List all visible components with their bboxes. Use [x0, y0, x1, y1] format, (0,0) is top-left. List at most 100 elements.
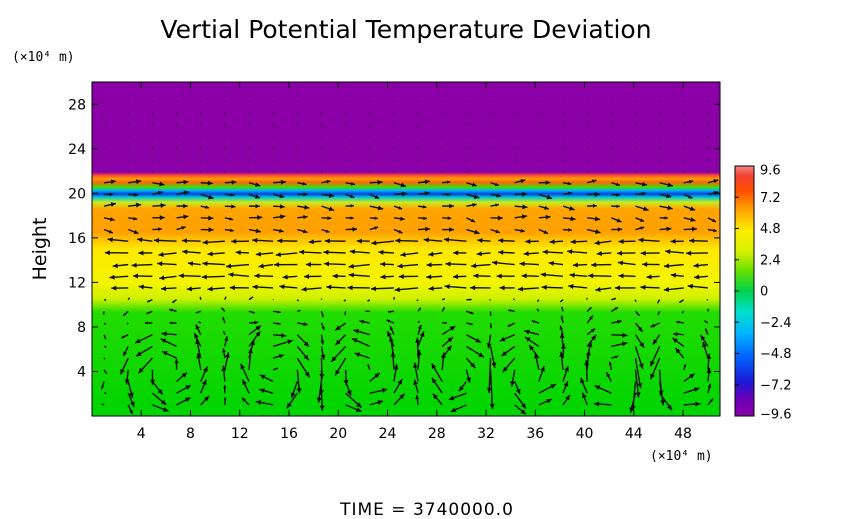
wind-vector-head [616, 193, 621, 197]
x-tick-label: 28 [428, 426, 446, 442]
wind-vector-head [103, 313, 105, 315]
wind-vector-head [545, 214, 551, 220]
wind-vector-head [302, 229, 308, 234]
y-tick-label: 8 [77, 320, 86, 336]
x-tick-label: 12 [231, 426, 249, 442]
wind-vector-head [187, 261, 194, 267]
wind-vector-head [172, 300, 175, 303]
wind-vector-head [255, 203, 260, 209]
wind-vector-head [344, 313, 346, 316]
wind-vector-head [350, 181, 355, 186]
wind-vector-head [446, 345, 452, 352]
wind-vector-head [707, 383, 712, 389]
wind-vector-head [222, 348, 226, 353]
wind-vector-head [413, 379, 419, 386]
wind-vector-head [638, 237, 644, 243]
wind-vector [126, 322, 129, 325]
wind-vector-head [183, 190, 190, 196]
wind-vector-head [308, 239, 314, 245]
wind-vector-head [608, 361, 612, 366]
wind-vector-head [303, 192, 308, 197]
wind-vector-head [131, 262, 137, 268]
wind-vector-head [664, 263, 670, 269]
wind-vector-head [470, 285, 476, 291]
wind-vector-head [689, 206, 696, 211]
wind-vector-head [542, 249, 548, 255]
wind-vector-head [305, 262, 311, 268]
wind-vector-head [683, 364, 687, 367]
wind-vector-head [640, 226, 645, 230]
wind-vector-head [689, 179, 694, 184]
wind-vector-head [524, 329, 530, 335]
wind-vector-head [442, 307, 445, 310]
wind-vector-head [387, 331, 392, 337]
wind-vector-head [395, 238, 401, 244]
wind-vector [488, 358, 492, 393]
wind-vector-head [540, 366, 545, 372]
wind-vector-head [497, 215, 503, 221]
wind-vector-head [478, 352, 484, 358]
wind-vector-head [316, 397, 322, 403]
wind-vector-head [640, 250, 646, 256]
wind-vector-head [525, 238, 531, 244]
plot-frame [91, 81, 721, 417]
wind-vector-head [112, 263, 118, 269]
wind-vector-head [448, 395, 455, 401]
wind-vector-head [423, 216, 428, 221]
wind-vector-head [515, 388, 521, 395]
wind-vector-head [523, 251, 529, 257]
wind-vector-head [496, 193, 502, 198]
wind-vector-head [328, 193, 335, 199]
wind-vector-head [128, 392, 134, 398]
wind-vector-head [254, 194, 261, 199]
wind-vector-head [563, 381, 569, 387]
wind-vector-head [657, 313, 660, 316]
wind-vector [634, 357, 642, 389]
wind-vector-head [120, 368, 125, 375]
wind-vector-head [444, 321, 447, 324]
wind-vector-head [679, 300, 682, 303]
wind-vector-head [359, 319, 364, 324]
wind-vector-head [637, 382, 643, 389]
wind-vector-head [186, 286, 192, 292]
wind-vector-head [354, 352, 361, 358]
wind-vector [296, 299, 300, 302]
wind-vector-head [255, 331, 261, 337]
colorbar-tick-label: −4.8 [760, 347, 792, 362]
wind-vector-head [673, 332, 678, 337]
wind-vector-head [208, 227, 214, 233]
wind-vector-head [664, 216, 668, 220]
wind-vector-head [381, 387, 388, 393]
wind-vector-head [356, 402, 362, 408]
wind-vector-head [104, 337, 107, 340]
wind-vector-head [303, 215, 308, 220]
wind-vector-head [121, 335, 125, 339]
wind-vector-head [181, 238, 188, 244]
wind-vector-head [224, 352, 230, 358]
wind-vector-head [183, 214, 189, 220]
wind-vector-head [240, 363, 246, 370]
wind-vector-head [621, 341, 628, 347]
wind-vector-head [374, 216, 378, 220]
wind-vector-head [123, 351, 128, 357]
wind-vector-head [138, 284, 144, 290]
wind-vector-head [259, 388, 265, 394]
wind-vector-head [207, 180, 213, 186]
wind-vector-head [499, 336, 506, 342]
x-axis: 4 8 12 16 20 24 28 32 36 40 44 48 [137, 82, 692, 442]
wind-vector-head [301, 286, 307, 292]
wind-vector-head [133, 216, 138, 221]
wind-vector-head [432, 393, 438, 400]
wind-vector-head [422, 205, 427, 209]
colorbar-tick-label: −2.4 [760, 316, 792, 331]
wind-vector-head [413, 362, 418, 368]
wind-vector-head [331, 356, 337, 362]
wind-vector-head [567, 181, 572, 186]
wind-vector-head [169, 308, 173, 312]
wind-vector-head [670, 238, 676, 244]
wind-vector-head [704, 320, 707, 323]
wind-vector-head [332, 273, 338, 279]
colorbar-ticks: 9.6 7.2 4.8 2.4 0 −2.4 −4.8 −7.2 −9.6 [735, 164, 792, 423]
wind-vector-head [161, 331, 167, 337]
wind-vector-head [335, 325, 341, 331]
